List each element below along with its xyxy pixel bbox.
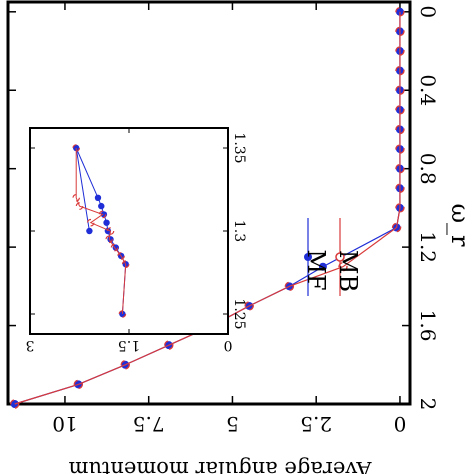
data-point-mb <box>395 183 405 193</box>
inset-x-tick-label: 1.25 <box>231 298 247 329</box>
data-point-mb <box>244 301 254 311</box>
legend-entry-mb: MB <box>334 218 362 296</box>
data-point-mb <box>395 46 405 56</box>
inset-y-tick-label: 1.5 <box>118 337 140 353</box>
data-point-mb <box>338 262 348 272</box>
legend: MF MB <box>302 218 362 296</box>
inset-x-tick-label: 1.35 <box>231 132 247 163</box>
y-tick-label: 5 <box>226 412 239 436</box>
x-tick-label: 0.4 <box>416 74 440 106</box>
plot-frame <box>6 0 412 406</box>
x-tick-label: 0.8 <box>416 153 440 185</box>
x-tick-label: 2 <box>416 398 440 411</box>
x-axis-label: ω_r <box>446 203 474 247</box>
x-tick-label: 1.2 <box>416 231 440 263</box>
data-point-mb <box>395 144 405 154</box>
y-tick-label: 0 <box>394 412 407 436</box>
data-point-mb <box>9 399 20 409</box>
data-point-mb <box>395 163 405 174</box>
inset-data-point-mf <box>94 194 102 201</box>
data-point-mb <box>284 281 295 292</box>
legend-label-mb: MB <box>334 250 362 292</box>
data-point-mb <box>395 105 405 115</box>
inset-data-point-mf <box>86 227 93 235</box>
legend-entry-mf: MF <box>302 218 330 296</box>
inset-x-tick-label: 1.3 <box>231 220 247 242</box>
inset-data-point-mb <box>118 310 127 318</box>
data-point-mb <box>395 203 405 213</box>
data-point-mf <box>318 262 327 271</box>
y-tick-label: 7.5 <box>133 412 165 436</box>
data-point-mb <box>73 379 84 390</box>
data-point-mb <box>395 124 405 135</box>
y-tick-label: 2.5 <box>300 412 332 436</box>
main-series <box>9 7 405 409</box>
inset-data-point-mb <box>121 260 130 269</box>
data-point-mb <box>120 360 130 370</box>
data-point-mb <box>395 85 405 95</box>
x-tick-label: 1.6 <box>416 310 440 342</box>
inset-data-point-mb <box>72 144 81 152</box>
inset-series <box>72 144 130 318</box>
inset-data-point-mf <box>98 202 105 210</box>
inset-data-point-mb <box>86 218 95 227</box>
legend-marker-mf <box>304 253 312 261</box>
series-line-mb <box>14 11 401 405</box>
x-tick-label: 0 <box>416 5 440 18</box>
y-axis-label: Average angular momentum <box>68 457 372 474</box>
inset-data-point-mf <box>103 219 110 226</box>
legend-label-mf: MF <box>302 249 330 290</box>
inset-data-point-mb <box>110 243 119 252</box>
inset-data-point-mb <box>105 235 114 244</box>
data-point-mb <box>395 26 405 37</box>
inset-y-tick-label: 3 <box>26 337 35 353</box>
inset-data-point-mb <box>106 227 115 235</box>
inset-frame <box>29 127 229 335</box>
inset-chart: 1.25 1.3 1.35 0 1.5 3 <box>26 127 247 353</box>
data-point-mb <box>391 222 402 233</box>
legend-marker-mb <box>335 252 345 262</box>
inset-data-point-mb <box>117 252 125 260</box>
data-point-mb <box>164 340 174 350</box>
data-point-mb <box>395 65 405 76</box>
inset-data-point-mb <box>75 202 84 210</box>
inset-data-point-mb <box>98 210 107 219</box>
inset-data-point-mb <box>72 194 81 202</box>
y-tick-label: 10 <box>52 412 77 436</box>
inset-axis-ticks: 1.25 1.3 1.35 0 1.5 3 <box>26 128 247 353</box>
inset-y-tick-label: 0 <box>224 337 233 353</box>
data-point-mb <box>395 7 405 17</box>
